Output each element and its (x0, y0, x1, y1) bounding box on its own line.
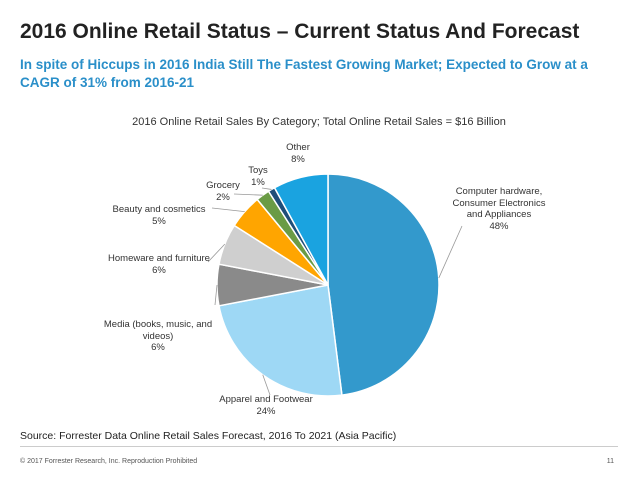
leader-line-computer (438, 225, 463, 279)
label-apparel: Apparel and Footwear 24% (219, 394, 312, 417)
page-title: 2016 Online Retail Status – Current Stat… (20, 20, 580, 43)
label-media-value: 6% (151, 342, 165, 353)
label-other: Other 8% (286, 142, 310, 165)
pie-slice-other (273, 173, 329, 286)
label-other-name: Other (286, 142, 310, 153)
label-media-name: Media (books, music, and videos) (103, 319, 213, 342)
label-homeware: Homeware and furniture 6% (108, 253, 210, 276)
leader-line-beauty (211, 207, 245, 212)
page-number: 11 (606, 458, 614, 465)
label-homeware-value: 6% (152, 264, 166, 276)
label-toys: Toys 1% (248, 165, 268, 188)
label-beauty-name: Beauty and cosmetics (112, 204, 206, 215)
label-toys-name: Toys (248, 165, 268, 176)
label-computer-hardware: Computer hardware, Consumer Electronics … (444, 186, 554, 232)
pie-slice-computer (327, 173, 440, 396)
label-computer-hardware-value: 48% (489, 220, 509, 232)
leader-line-homeware (207, 243, 226, 263)
label-apparel-name: Apparel and Footwear (219, 394, 313, 405)
leader-line-toys (261, 187, 272, 190)
leader-line-apparel (262, 374, 271, 396)
label-homeware-name: Homeware and furniture (108, 253, 210, 264)
label-apparel-value: 24% (256, 405, 276, 417)
label-grocery: Grocery 2% (206, 180, 240, 203)
page-subtitle: In spite of Hiccups in 2016 India Still … (20, 57, 588, 90)
label-grocery-name: Grocery (206, 180, 240, 191)
source-note: Source: Forrester Data Online Retail Sal… (20, 430, 397, 442)
label-other-value: 8% (291, 153, 305, 165)
leader-line-grocery (233, 193, 263, 196)
label-beauty-value: 5% (152, 215, 166, 227)
chart-title: 2016 Online Retail Sales By Category; To… (132, 116, 506, 128)
footer-divider (20, 446, 618, 447)
label-beauty: Beauty and cosmetics 5% (113, 204, 206, 227)
label-grocery-value: 2% (216, 191, 230, 203)
label-toys-value: 1% (251, 176, 265, 188)
leader-line-media (214, 284, 218, 306)
label-computer-hardware-name: Computer hardware, Consumer Electronics … (452, 186, 546, 220)
label-media: Media (books, music, and videos) 6% (103, 319, 213, 354)
copyright-text: © 2017 Forrester Research, Inc. Reproduc… (20, 458, 198, 465)
